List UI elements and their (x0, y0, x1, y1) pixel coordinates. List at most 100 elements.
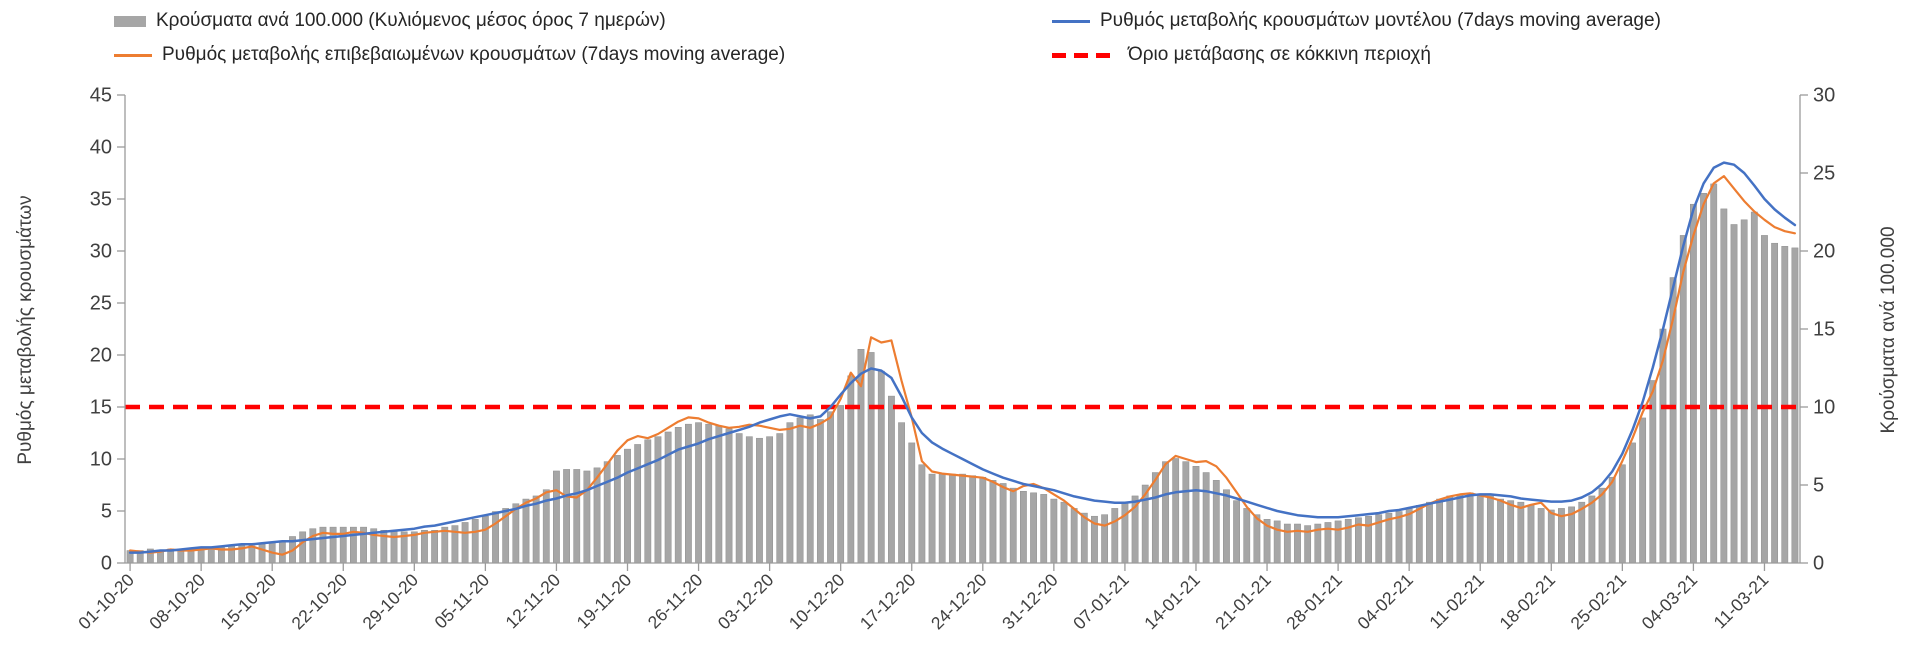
bar (1060, 501, 1068, 564)
bar (431, 529, 439, 564)
legend-label-cases-bars: Κρούσματα ανά 100.000 (Κυλιόμενος μέσος … (156, 10, 666, 31)
gray-bar-swatch-icon (114, 15, 146, 27)
bar (1111, 508, 1119, 564)
x-axis-tick-label: 21-01-21 (1211, 570, 1275, 634)
bar (745, 436, 753, 564)
bar (1446, 495, 1454, 564)
x-axis-tick-label: 04-03-21 (1638, 570, 1702, 634)
bar (258, 544, 266, 564)
bar (492, 511, 499, 564)
bar (969, 475, 977, 564)
bar (877, 370, 885, 564)
legend-item-cases-bars: Κρούσματα ανά 100.000 (Κυλιόμενος μέσος … (114, 10, 666, 32)
legend-item-threshold: Όριο μετάβασης σε κόκκινη περιοχή (1052, 44, 1431, 66)
x-axis: 01-10-20 08-10-20 15-10-20 22-10-20 29-10-20… (74, 563, 1772, 633)
bar (573, 469, 581, 564)
bar (1192, 466, 1200, 564)
bar (1710, 183, 1718, 564)
blue-line-swatch-icon (1052, 19, 1090, 23)
left-axis-tick-label: 45 (90, 85, 112, 107)
bar (847, 375, 855, 564)
bar (1395, 511, 1403, 564)
bar (786, 422, 794, 564)
bar (532, 495, 540, 564)
bar (1070, 508, 1078, 564)
bar (441, 526, 449, 564)
x-axis-tick-label: 01-10-20 (74, 570, 138, 634)
bar (461, 522, 469, 564)
red-dashed-swatch-icon (1052, 52, 1118, 58)
right-axis-tick-label: 15 (1813, 319, 1835, 341)
bar (1720, 208, 1728, 564)
bar (1537, 508, 1545, 564)
right-axis-tick-label: 5 (1813, 475, 1824, 497)
bar (1223, 489, 1230, 564)
bar (421, 529, 428, 564)
bar (654, 436, 662, 564)
bar (908, 442, 916, 564)
bar (999, 483, 1007, 564)
x-axis-tick-label: 11-03-21 (1710, 570, 1773, 633)
bar (410, 531, 418, 564)
bar (898, 422, 905, 564)
bar (1700, 193, 1707, 564)
bar (1497, 498, 1504, 564)
bar (1415, 505, 1423, 564)
bar (1030, 492, 1037, 564)
bar (1172, 458, 1180, 564)
bar (644, 439, 652, 564)
bar (1486, 495, 1494, 564)
legend-item-confirmed-line: Ρυθμός μεταβολής επιβεβαιωμένων κρουσμάτ… (114, 44, 785, 66)
bar (1608, 476, 1616, 564)
x-axis-tick-label: 25-02-21 (1566, 570, 1630, 634)
bar (867, 352, 875, 564)
x-axis-tick-label: 08-10-20 (145, 570, 209, 634)
bar (583, 470, 591, 564)
bar (329, 526, 337, 564)
bar (1182, 461, 1190, 564)
x-axis-tick-label: 05-11-20 (430, 570, 493, 633)
bar (1121, 501, 1129, 564)
bar (390, 529, 398, 564)
bar (1527, 505, 1535, 564)
bar (1202, 472, 1210, 564)
x-axis-tick-label: 10-12-20 (785, 570, 849, 634)
bar (1771, 242, 1779, 564)
legend-label-confirmed-line: Ρυθμός μεταβολής επιβεβαιωμένων κρουσμάτ… (162, 44, 786, 65)
left-axis-tick-label: 25 (90, 293, 112, 315)
bar (918, 464, 926, 564)
bar (1629, 442, 1636, 564)
bar (1517, 501, 1525, 564)
bar (1040, 494, 1048, 564)
bar (278, 540, 286, 564)
bar (522, 498, 530, 564)
bar (664, 431, 672, 564)
x-axis-tick-label: 26-11-20 (644, 570, 707, 633)
bar (735, 433, 743, 564)
x-axis-tick-label: 12-11-20 (501, 570, 564, 633)
bar (1466, 492, 1474, 564)
left-axis-tick-label: 40 (90, 137, 112, 159)
bar (1639, 417, 1647, 564)
bar (634, 444, 642, 564)
bar (1781, 246, 1789, 564)
left-axis-tick-label: 30 (90, 241, 112, 263)
bar (563, 469, 570, 564)
bars-series (126, 183, 1799, 564)
bar (989, 480, 997, 564)
x-axis-tick-label: 24-12-20 (927, 570, 991, 634)
model_rate-line (128, 161, 1797, 554)
x-axis-tick-label: 15-10-20 (216, 570, 280, 634)
bar (806, 414, 814, 564)
x-axis-tick-label: 19-11-20 (573, 570, 636, 633)
bar (1588, 495, 1596, 564)
bar (248, 545, 256, 564)
x-axis-tick-label: 07-01-21 (1069, 570, 1133, 634)
x-axis-tick-label: 28-01-21 (1282, 570, 1346, 634)
legend-label-model-line: Ρυθμός μεταβολής κρουσμάτων μοντέλου (7d… (1100, 10, 1661, 31)
bar (613, 455, 621, 564)
bar (1507, 500, 1515, 564)
x-axis-tick-label: 03-12-20 (714, 570, 778, 634)
